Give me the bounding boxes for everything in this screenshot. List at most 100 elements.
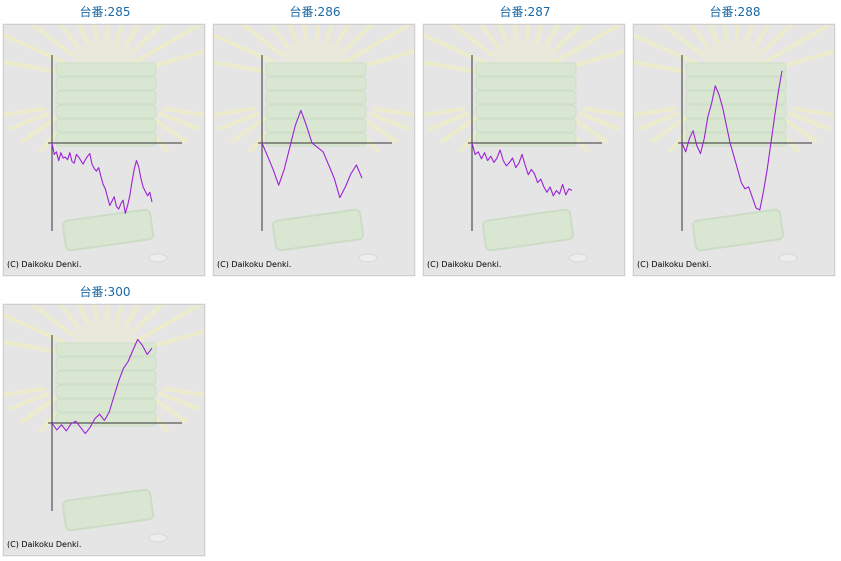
chart-title-link[interactable]: 台番:285 [79,5,131,19]
tray [61,208,155,252]
sun-ray [77,25,94,54]
sun-ray [634,33,708,70]
medal-box [55,342,157,357]
sun-ray [427,111,470,132]
chart-title-link[interactable]: 台番:287 [499,5,551,19]
sun-ray [30,305,82,344]
coin [148,533,168,543]
medal-pile [702,41,766,69]
sun-ray [634,106,676,117]
chart-title-link[interactable]: 台番:286 [289,5,341,19]
tray [271,208,365,252]
medal-box [685,104,787,119]
sun-ray [214,106,256,117]
chart-panel: (C) Daikoku Denki. [423,24,625,276]
sun-ray [424,106,466,117]
sun-ray [104,305,110,331]
chart-card: 台番:300 (C) Daikoku Denki. [3,283,207,556]
sun-ray [104,25,110,51]
sun-ray [734,25,740,51]
sun-ray [92,25,101,51]
chart-panel: (C) Daikoku Denki. [3,304,205,556]
sun-ray [548,25,621,67]
medal-box [55,398,157,413]
sun-ray [424,33,498,70]
sun-ray [77,305,94,334]
medal-box [475,132,577,147]
sun-ray [512,25,521,51]
medal-box [265,90,367,105]
medal-box [55,370,157,385]
medal-box [685,90,787,105]
medal-pile [72,41,136,69]
sun-ray [128,25,201,67]
line-chart: (C) Daikoku Denki. [424,25,624,269]
background-illustration [214,25,414,263]
sun-ray [4,33,78,70]
medal-box [55,356,157,371]
data-line [471,142,573,197]
sun-ray [372,106,414,117]
chart-title-link[interactable]: 台番:288 [709,5,761,19]
sun-ray [328,25,351,56]
sun-ray [570,115,608,144]
sun-ray [20,115,58,144]
background-illustration [4,25,204,263]
tray [481,208,575,252]
background-illustration [424,25,624,263]
chart-card: 台番:286 (C) Daikoku Denki. [213,3,417,276]
sun-ray [111,305,124,333]
medal-box [685,76,787,91]
sun-ray [30,25,82,64]
sun-ray [538,25,561,56]
background-illustration [4,305,204,543]
sun-ray [524,25,530,51]
coin [568,253,588,263]
sun-ray [128,305,201,347]
copyright-text: (C) Daikoku Denki. [427,260,501,269]
sun-ray [7,391,50,412]
medal-box [55,76,157,91]
copyright-text: (C) Daikoku Denki. [7,540,81,549]
copyright-text: (C) Daikoku Denki. [7,260,81,269]
medal-box [265,132,367,147]
sun-ray [214,33,288,70]
tray [691,208,785,252]
sun-ray [722,25,731,51]
medal-box [685,118,787,133]
sun-ray [118,305,141,336]
medal-pile [492,41,556,69]
sun-ray [741,25,754,53]
data-line [51,338,153,435]
sun-ray [440,115,478,144]
sun-ray [240,25,292,64]
sun-ray [4,313,78,350]
sun-ray [287,25,304,54]
medal-box [685,62,787,77]
sun-ray [780,115,818,144]
sun-ray [230,115,268,144]
sun-ray [162,386,204,397]
coin [148,253,168,263]
sun-ray [124,25,164,61]
copyright-text: (C) Daikoku Denki. [637,260,711,269]
sun-ray [788,111,831,132]
chart-card: 台番:285 (C) Daikoku Denki. [3,3,207,276]
sun-ray [162,106,204,117]
data-line [261,109,363,199]
sun-ray [158,111,201,132]
sun-ray [321,25,334,53]
sun-ray [450,25,502,64]
chart-title-link[interactable]: 台番:300 [79,285,131,299]
sun-ray [20,395,58,424]
medal-box [475,62,577,77]
sun-ray [338,25,411,67]
medal-box [475,104,577,119]
sun-ray [360,115,398,144]
chart-panel: (C) Daikoku Denki. [213,24,415,276]
sun-ray [111,25,124,53]
sun-ray [578,111,621,132]
data-line [51,142,153,214]
sun-ray [302,25,311,51]
sun-ray [4,386,46,397]
